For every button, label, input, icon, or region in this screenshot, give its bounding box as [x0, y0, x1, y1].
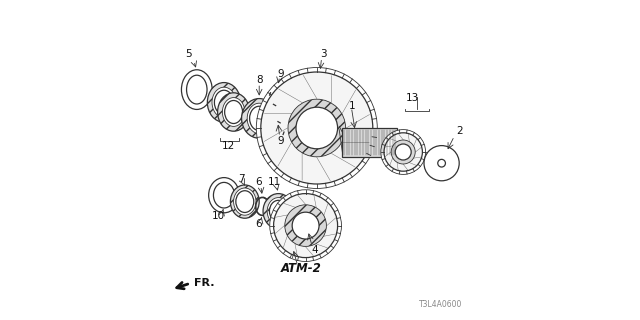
Ellipse shape: [187, 75, 207, 104]
Ellipse shape: [207, 83, 241, 122]
Ellipse shape: [230, 185, 259, 218]
Text: 1: 1: [349, 100, 355, 111]
Text: 11: 11: [268, 177, 281, 188]
Ellipse shape: [242, 99, 277, 138]
Text: 4: 4: [312, 244, 319, 255]
Ellipse shape: [214, 182, 235, 208]
Circle shape: [391, 140, 415, 164]
Circle shape: [274, 194, 338, 258]
Text: T3L4A0600: T3L4A0600: [419, 300, 462, 309]
Text: 7: 7: [238, 174, 245, 184]
Text: ATM-2: ATM-2: [280, 262, 321, 275]
Text: 8: 8: [256, 75, 262, 85]
Ellipse shape: [209, 178, 239, 213]
Text: 10: 10: [212, 211, 225, 221]
Ellipse shape: [263, 194, 294, 229]
Circle shape: [288, 99, 346, 157]
Ellipse shape: [438, 159, 445, 167]
Ellipse shape: [212, 87, 236, 117]
Circle shape: [285, 205, 326, 246]
Ellipse shape: [424, 146, 460, 181]
Text: 6: 6: [255, 219, 262, 229]
Ellipse shape: [236, 191, 254, 212]
Ellipse shape: [225, 100, 243, 124]
Text: 9: 9: [278, 68, 284, 79]
Circle shape: [296, 107, 338, 149]
Circle shape: [384, 133, 422, 171]
Circle shape: [256, 68, 378, 188]
Ellipse shape: [234, 188, 256, 215]
Text: 5: 5: [186, 49, 192, 60]
Ellipse shape: [268, 197, 289, 225]
Circle shape: [270, 190, 342, 261]
Text: 9: 9: [278, 136, 284, 146]
Circle shape: [381, 130, 426, 174]
FancyBboxPatch shape: [342, 128, 397, 157]
Text: 3: 3: [320, 49, 326, 60]
Ellipse shape: [218, 93, 250, 131]
Ellipse shape: [250, 106, 269, 131]
Text: FR.: FR.: [193, 278, 214, 288]
Circle shape: [396, 144, 412, 160]
Ellipse shape: [223, 98, 245, 126]
Text: 12: 12: [222, 140, 236, 151]
Text: 13: 13: [406, 92, 419, 103]
Ellipse shape: [247, 103, 271, 134]
Ellipse shape: [269, 200, 287, 222]
Text: 6: 6: [255, 177, 262, 188]
Text: 2: 2: [456, 126, 463, 136]
Circle shape: [261, 72, 372, 184]
Ellipse shape: [214, 90, 234, 115]
Ellipse shape: [182, 70, 212, 109]
Circle shape: [292, 212, 319, 239]
